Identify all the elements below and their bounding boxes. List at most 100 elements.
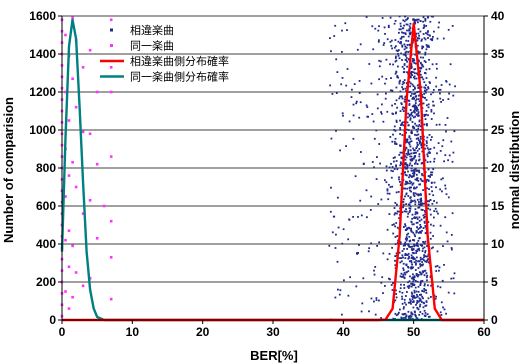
scatter-point-different [367, 250, 370, 253]
scatter-point-different [395, 99, 398, 102]
scatter-point-different [358, 244, 360, 246]
scatter-point-different [402, 206, 404, 209]
scatter-point-different [430, 138, 432, 141]
scatter-point-different [396, 75, 399, 77]
scatter-point-different [401, 254, 404, 257]
scatter-point-different [432, 194, 435, 197]
scatter-point-different [423, 93, 425, 95]
scatter-point-different [405, 208, 407, 210]
scatter-point-different [404, 187, 407, 190]
x-tick-label: 60 [477, 325, 491, 339]
y-tick-label: 0 [49, 313, 56, 327]
x-tick-label: 50 [407, 325, 421, 339]
scatter-point-different [419, 299, 422, 302]
scatter-point-different [426, 45, 429, 48]
scatter-point-different [438, 266, 441, 269]
scatter-point-different [420, 245, 423, 247]
scatter-point-different [426, 187, 428, 190]
scatter-point-different [402, 269, 405, 271]
scatter-point-different [420, 62, 422, 65]
scatter-point-different [426, 153, 429, 156]
scatter-point-different [402, 110, 405, 112]
scatter-point-different [407, 281, 409, 284]
scatter-point-different [366, 216, 368, 219]
scatter-point-different [409, 82, 412, 85]
scatter-point-different [419, 20, 422, 22]
scatter-point-different [395, 55, 397, 58]
scatter-point-different [426, 142, 428, 144]
scatter-point-different [407, 310, 410, 313]
scatter-point-different [415, 263, 417, 266]
scatter-point-different [411, 298, 414, 301]
scatter-point-different [411, 249, 414, 251]
scatter-point-different [429, 173, 432, 176]
scatter-point-different [395, 86, 398, 89]
x-tick-label: 40 [337, 325, 351, 339]
scatter-point-different [385, 92, 387, 95]
scatter-point-different [423, 309, 426, 312]
scatter-point-different [425, 99, 428, 101]
scatter-point-different [404, 195, 406, 198]
scatter-point-different [423, 24, 426, 27]
scatter-point-different [413, 275, 416, 277]
scatter-point-different [427, 16, 429, 19]
scatter-point-different [398, 80, 401, 83]
scatter-point-different [424, 38, 427, 41]
scatter-point-different [417, 94, 420, 97]
scatter-point-different [406, 139, 409, 142]
scatter-point-different [394, 103, 396, 105]
scatter-point-different [401, 97, 404, 100]
scatter-point-different [406, 167, 408, 170]
scatter-point-different [331, 93, 334, 95]
scatter-point-different [409, 246, 412, 248]
scatter-point-different [409, 119, 412, 121]
scatter-point-different [421, 209, 424, 211]
scatter-point-different [406, 141, 409, 143]
scatter-point-different [427, 37, 429, 39]
scatter-point-different [337, 196, 339, 199]
scatter-point-different [406, 164, 409, 166]
scatter-point-different [406, 285, 409, 288]
scatter-point-different [378, 65, 381, 68]
scatter-point-different [414, 192, 417, 195]
scatter-point-different [366, 106, 369, 108]
scatter-point-different [399, 42, 401, 44]
scatter-point-different [397, 54, 400, 57]
scatter-point-different [406, 237, 408, 240]
scatter-point-different [409, 158, 412, 161]
scatter-point-different [421, 150, 424, 153]
scatter-point-different [426, 155, 429, 158]
scatter-point-different [418, 249, 421, 252]
scatter-point-different [406, 60, 408, 63]
scatter-point-different [407, 149, 410, 151]
scatter-point-different [419, 282, 422, 285]
scatter-point-different [406, 233, 408, 236]
scatter-point-different [386, 258, 389, 261]
scatter-point-different [426, 200, 429, 202]
scatter-point-different [440, 101, 442, 103]
scatter-point-different [380, 111, 382, 113]
scatter-point-different [423, 284, 426, 287]
scatter-point-different [341, 242, 344, 245]
scatter-point-different [406, 181, 408, 183]
scatter-point-different [339, 289, 342, 292]
scatter-point-different [411, 172, 414, 175]
scatter-point-different [408, 315, 411, 317]
scatter-point-different [395, 222, 398, 224]
scatter-point-same [74, 271, 78, 274]
scatter-point-different [410, 221, 413, 224]
scatter-point-different [414, 53, 416, 56]
scatter-point-different [406, 248, 408, 250]
scatter-point-different [451, 212, 454, 215]
scatter-point-different [425, 32, 427, 34]
scatter-point-different [420, 218, 423, 221]
scatter-point-different [439, 97, 442, 100]
scatter-point-different [430, 296, 432, 298]
scatter-point-different [418, 148, 421, 150]
scatter-point-different [395, 45, 397, 48]
scatter-point-different [418, 51, 421, 54]
scatter-point-different [393, 129, 395, 131]
scatter-point-different [409, 162, 412, 165]
scatter-point-different [408, 245, 410, 248]
